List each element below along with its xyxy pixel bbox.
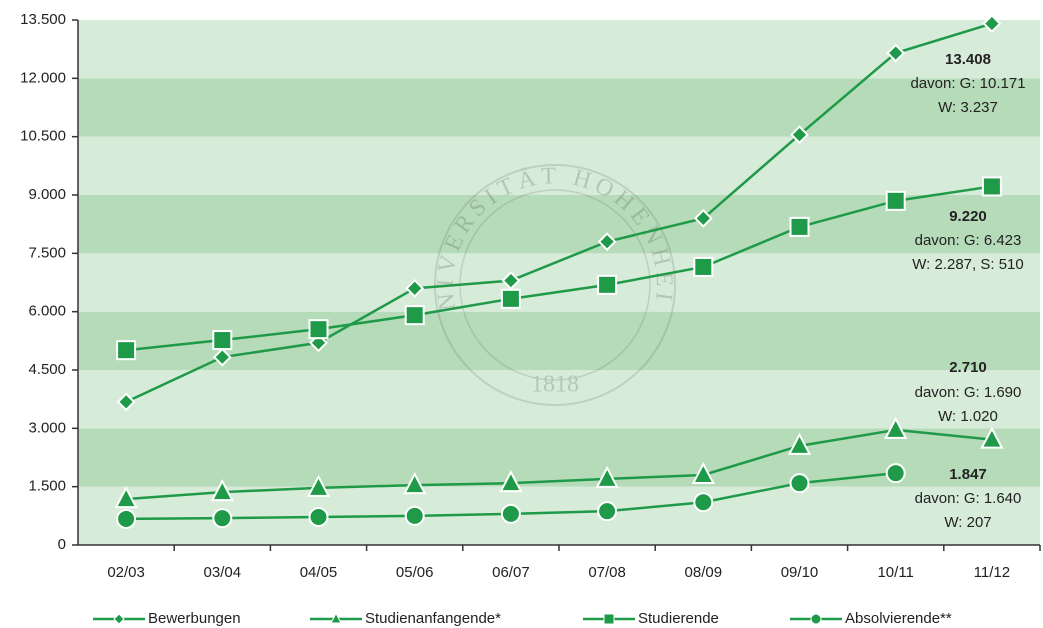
grid-band — [78, 78, 1040, 137]
grid-band — [78, 428, 1040, 487]
legend-label: Absolvierende** — [845, 610, 952, 627]
x-tick-label: 08/09 — [685, 564, 723, 581]
marker-triangle — [787, 432, 812, 455]
marker-diamond — [693, 208, 713, 228]
watermark-year: 1818 — [531, 372, 579, 398]
marker-square — [597, 274, 618, 295]
x-tick-label: 07/08 — [588, 564, 626, 581]
marker-diamond — [116, 392, 136, 412]
x-tick-label: 04/05 — [300, 564, 338, 581]
marker-diamond — [886, 43, 906, 63]
marker-triangle — [114, 485, 138, 509]
marker-triangle — [403, 471, 427, 495]
marker-square — [212, 330, 233, 351]
marker-circle — [404, 505, 425, 526]
marker-triangle — [595, 465, 619, 488]
grid-band — [78, 370, 1040, 429]
series-line — [125, 22, 993, 404]
marker-triangle — [499, 470, 523, 493]
marker-square — [308, 319, 329, 340]
marker-diamond — [212, 347, 232, 367]
marker-circle — [885, 463, 906, 484]
annotation: 2.710 — [949, 359, 987, 376]
marker-circle — [789, 473, 810, 494]
annotation: 9.220 — [949, 208, 987, 225]
marker-diamond — [790, 125, 809, 145]
grid-band — [78, 253, 1040, 312]
legend-label: Bewerbungen — [148, 610, 241, 627]
marker-diamond — [597, 232, 617, 252]
y-tick-label: 13.500 — [20, 11, 66, 28]
grid-band — [78, 311, 1040, 370]
x-tick-label: 09/10 — [781, 564, 819, 581]
marker-diamond — [113, 613, 125, 625]
marker-square — [404, 305, 425, 326]
y-tick-label: 9.000 — [28, 186, 66, 203]
annotation: W: 207 — [944, 514, 991, 531]
marker-square — [981, 176, 1002, 197]
marker-triangle — [210, 478, 234, 502]
marker-diamond — [501, 271, 521, 290]
marker-circle — [116, 508, 137, 529]
marker-diamond — [982, 14, 1002, 33]
marker-circle — [693, 492, 714, 513]
marker-circle — [810, 613, 822, 625]
x-tick-label: 03/04 — [204, 564, 242, 581]
marker-circle — [500, 503, 521, 524]
grid-band — [78, 136, 1040, 195]
legend-label: Studierende — [638, 610, 719, 627]
y-tick-label: 1.500 — [28, 478, 66, 495]
grid-band — [78, 20, 1040, 79]
y-tick-label: 7.500 — [28, 244, 66, 261]
annotation: 13.408 — [945, 51, 991, 68]
y-tick-label: 0 — [58, 536, 66, 553]
marker-circle — [212, 508, 233, 529]
marker-triangle — [980, 426, 1004, 449]
x-tick-label: 10/11 — [877, 564, 913, 581]
annotation: davon: G: 1.640 — [915, 490, 1022, 507]
legend-label: Studienanfangende* — [365, 610, 501, 627]
series-line — [126, 428, 993, 501]
x-tick-label: 05/06 — [396, 564, 434, 581]
y-tick-label: 6.000 — [28, 303, 66, 320]
marker-triangle — [306, 474, 331, 497]
marker-diamond — [405, 278, 425, 298]
marker-circle — [597, 501, 618, 522]
marker-square — [789, 216, 810, 237]
annotation: davon: G: 10.171 — [910, 75, 1025, 92]
annotation: 1.847 — [949, 466, 987, 483]
marker-triangle — [691, 461, 715, 484]
grid-band — [78, 486, 1040, 545]
marker-square — [885, 190, 906, 211]
annotation: davon: G: 6.423 — [915, 232, 1022, 249]
watermark-ring — [434, 164, 676, 406]
marker-square — [693, 256, 714, 277]
y-tick-label: 4.500 — [28, 361, 66, 378]
marker-square — [500, 288, 521, 309]
marker-circle — [308, 507, 329, 527]
marker-triangle — [884, 416, 908, 439]
marker-square — [116, 340, 137, 361]
y-tick-label: 12.000 — [20, 69, 66, 86]
series-line — [125, 185, 993, 352]
annotation: W: 3.237 — [938, 99, 998, 116]
x-tick-label: 02/03 — [107, 564, 145, 581]
y-tick-label: 10.500 — [20, 128, 66, 145]
y-tick-label: 3.000 — [28, 419, 66, 436]
marker-triangle — [330, 612, 342, 624]
annotation: W: 2.287, S: 510 — [912, 256, 1023, 273]
marker-square — [603, 613, 615, 625]
annotation: W: 1.020 — [938, 408, 998, 425]
x-tick-label: 11/12 — [974, 564, 1010, 581]
annotation: davon: G: 1.690 — [915, 384, 1022, 401]
x-tick-label: 06/07 — [492, 564, 530, 581]
